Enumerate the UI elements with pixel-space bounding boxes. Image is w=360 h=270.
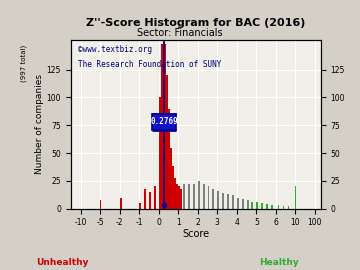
Bar (139, 203, 141, 209)
Bar (166, 75, 168, 209)
Bar (251, 202, 253, 209)
Bar (266, 204, 268, 209)
Bar (168, 109, 170, 209)
Bar (288, 207, 289, 209)
Text: 0.2769: 0.2769 (150, 117, 178, 126)
Bar (256, 202, 258, 209)
Bar (278, 205, 279, 209)
Text: Unhealthy: Unhealthy (36, 258, 89, 266)
Bar (165, 44, 166, 209)
X-axis label: Score: Score (182, 229, 210, 239)
Bar (232, 195, 234, 209)
Text: (997 total): (997 total) (21, 45, 27, 82)
Bar (149, 192, 151, 209)
Bar (271, 205, 273, 209)
Bar (144, 189, 146, 209)
Bar (180, 189, 182, 209)
Bar (159, 97, 161, 209)
Bar (207, 187, 210, 209)
Bar (170, 147, 172, 209)
Bar (100, 200, 101, 209)
Bar (285, 205, 286, 209)
Text: Healthy: Healthy (259, 258, 299, 266)
Bar (161, 44, 163, 209)
Bar (198, 181, 200, 209)
Bar (247, 200, 248, 209)
Bar (188, 184, 190, 209)
Text: ©www.textbiz.org: ©www.textbiz.org (78, 45, 152, 54)
Title: Z''-Score Histogram for BAC (2016): Z''-Score Histogram for BAC (2016) (86, 18, 306, 28)
Bar (242, 199, 244, 209)
Bar (152, 114, 176, 130)
Bar (222, 193, 224, 209)
Bar (174, 178, 176, 209)
Bar (212, 189, 214, 209)
Bar (217, 191, 219, 209)
Bar (172, 166, 174, 209)
Bar (154, 187, 156, 209)
Bar (183, 184, 185, 209)
Bar (227, 194, 229, 209)
Bar (178, 187, 180, 209)
Bar (203, 184, 204, 209)
Text: Sector: Financials: Sector: Financials (137, 28, 223, 38)
Bar (176, 184, 178, 209)
Y-axis label: Number of companies: Number of companies (35, 74, 44, 174)
Text: The Research Foundation of SUNY: The Research Foundation of SUNY (78, 60, 222, 69)
Bar (283, 207, 284, 209)
Bar (120, 198, 122, 209)
Bar (261, 203, 263, 209)
Bar (237, 198, 239, 209)
Bar (163, 42, 165, 209)
Bar (193, 184, 195, 209)
